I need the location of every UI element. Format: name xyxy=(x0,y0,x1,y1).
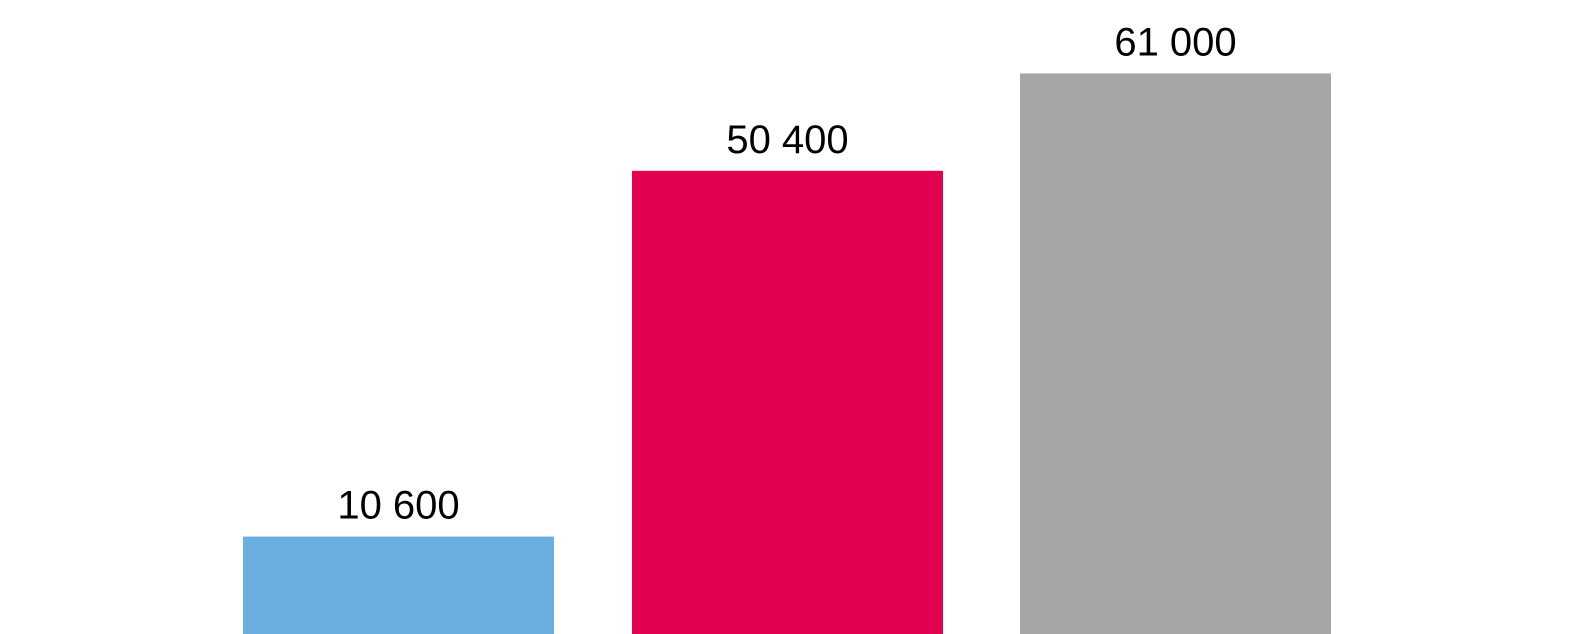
bar-value-label-1: 10 600 xyxy=(337,484,459,528)
data-labels-group: 10 600 50 400 61 000 xyxy=(337,20,1236,527)
bar-value-label-3: 61 000 xyxy=(1114,20,1236,64)
bar-2 xyxy=(632,170,943,634)
bar-value-label-2: 50 400 xyxy=(726,118,848,162)
bar-3 xyxy=(1020,73,1331,634)
bars-group xyxy=(243,73,1331,634)
bar-1 xyxy=(243,536,554,634)
